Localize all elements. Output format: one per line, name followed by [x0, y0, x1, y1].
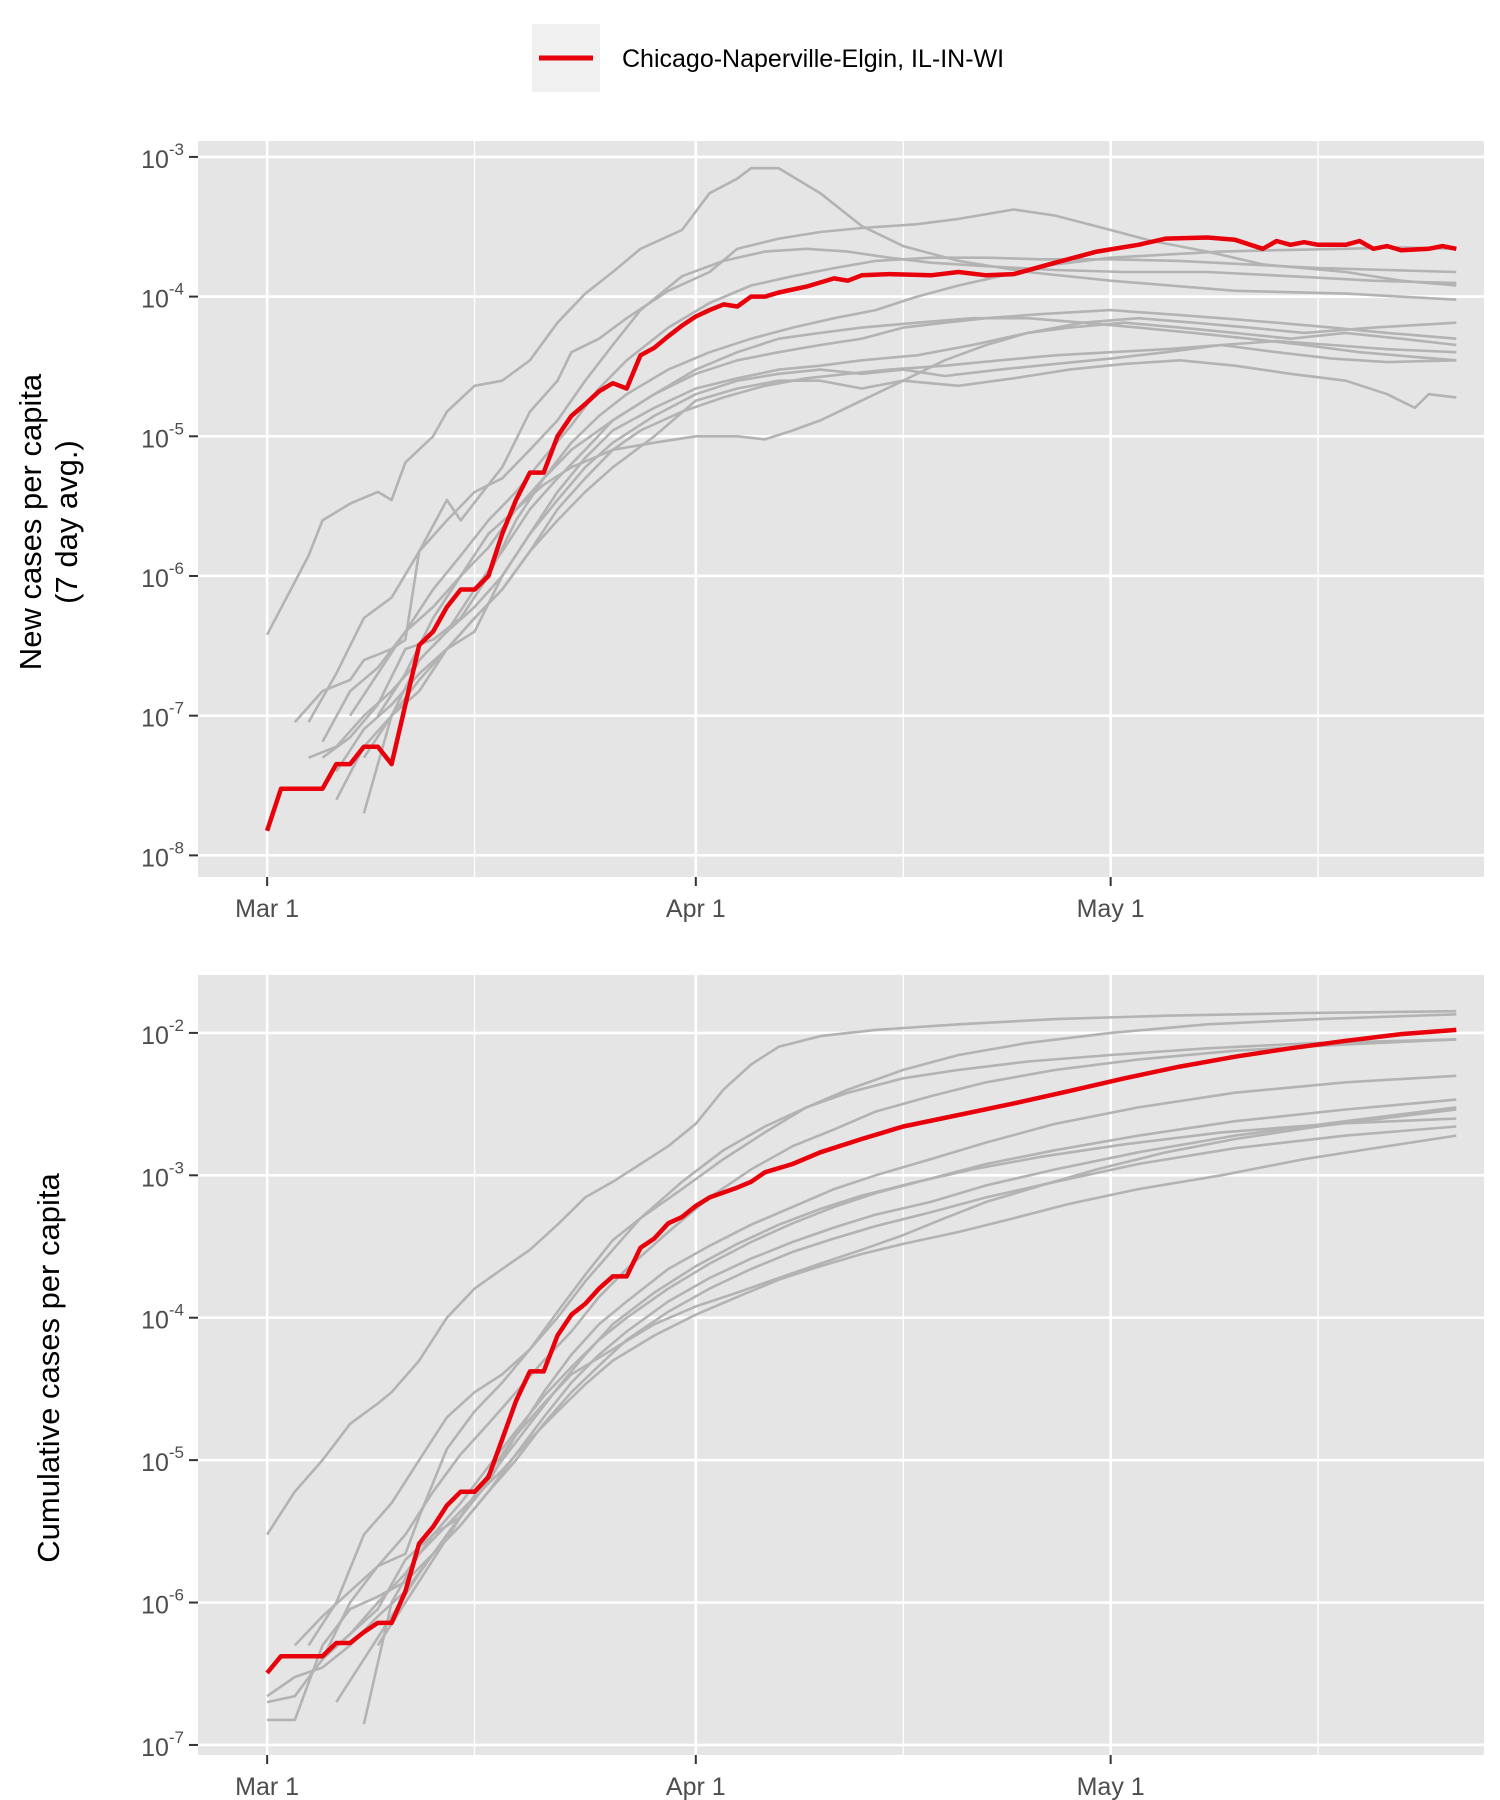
legend: Chicago-Naperville-Elgin, IL-IN-WI: [532, 24, 1004, 92]
series-line-other-11: [362, 359, 1457, 759]
x-tick-label: May 1: [1077, 895, 1145, 923]
series-line-highlight: [265, 1027, 1457, 1675]
series-line-other-3: [307, 1038, 1457, 1647]
series-line-other-4: [321, 256, 1457, 743]
series-line-other-11: [335, 1117, 1457, 1703]
series-line-other-1: [265, 166, 1457, 636]
y-tick-label: 10-6: [141, 1586, 184, 1620]
y-tick-label: 10-4: [141, 280, 184, 314]
series-line-other-12: [349, 316, 1457, 717]
y-tick-label: 10-8: [141, 838, 184, 872]
chart-panel-new-cases: Mar 1 Apr 1 May 1 10-8 10-7 10-6 10-5 10-4 10-3 N…: [13, 140, 1484, 923]
series-line-other-9: [362, 343, 1457, 814]
x-tick-label: Mar 1: [235, 1773, 299, 1800]
panel-background: [198, 975, 1484, 1755]
y-tick-label: 10-5: [141, 1443, 184, 1477]
series-line-other-2: [293, 208, 1457, 723]
series-line-highlight: [264, 235, 1457, 832]
series-line-other-7: [266, 1106, 1457, 1698]
y-tick-label: 10-3: [141, 140, 184, 174]
y-tick-label: 10-3: [141, 1158, 184, 1192]
chart-panel-cumulative-cases: Mar 1 Apr 1 May 1 10-7 10-6 10-5 10-4 10-3 10-2 C…: [31, 975, 1484, 1800]
x-tick-label: Apr 1: [666, 1773, 726, 1800]
y-axis-title: Cumulative cases per capita: [31, 1173, 66, 1563]
panel-background: [198, 141, 1484, 877]
series-line-other-4: [321, 1038, 1457, 1660]
y-tick-label: 10-5: [141, 419, 184, 453]
x-tick-label: May 1: [1077, 1773, 1145, 1800]
y-tick-label: 10-4: [141, 1301, 184, 1335]
y-tick-label: 10-7: [141, 1728, 184, 1762]
x-tick-label: Mar 1: [235, 895, 299, 923]
series-line-other-7: [335, 316, 1457, 773]
series-line-other-1: [266, 1009, 1457, 1536]
series-line-other-2: [293, 1013, 1457, 1647]
y-tick-label: 10-6: [141, 559, 184, 593]
y-axis-title: New cases per capita(7 day avg.): [13, 373, 84, 670]
y-tick-label: 10-7: [141, 699, 184, 733]
series-line-other-3: [307, 247, 1457, 723]
y-tick-label: 10-2: [141, 1016, 184, 1050]
x-tick-label: Apr 1: [666, 895, 726, 923]
legend-label: Chicago-Naperville-Elgin, IL-IN-WI: [622, 45, 1004, 73]
series-line-other-10: [376, 321, 1457, 717]
